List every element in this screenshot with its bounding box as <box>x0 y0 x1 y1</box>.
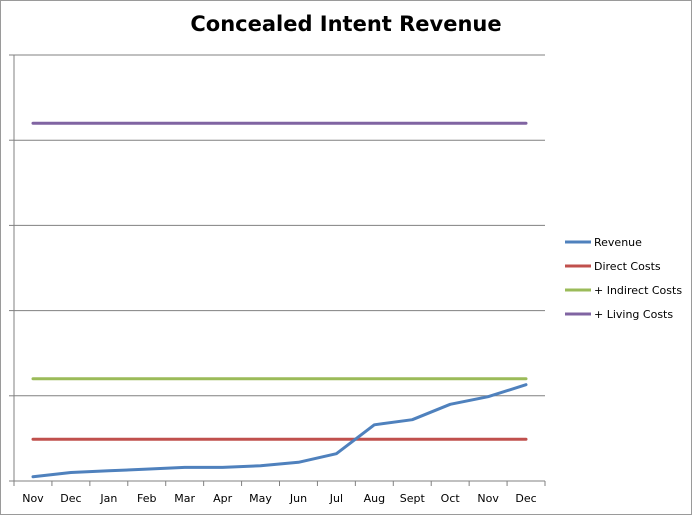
series-lines <box>31 121 528 479</box>
legend-label: + Living Costs <box>594 308 673 321</box>
legend-label: Direct Costs <box>594 260 661 273</box>
chart-title: Concealed Intent Revenue <box>190 12 502 36</box>
x-tick-label: Apr <box>213 492 233 505</box>
x-tick-label: Oct <box>441 492 461 505</box>
x-tick-label: Mar <box>174 492 195 505</box>
x-tick-label: Jan <box>99 492 117 505</box>
legend: Revenue Direct Costs + Indirect Costs + Liv… <box>565 236 682 321</box>
series-line-revenue <box>31 383 528 479</box>
gridlines <box>14 54 545 397</box>
x-tick-label: Jul <box>329 492 343 505</box>
x-tick-label: Sept <box>400 492 426 505</box>
x-tick-label: Nov <box>22 492 44 505</box>
axes <box>9 54 546 486</box>
x-tick-label: Nov <box>477 492 499 505</box>
x-tick-label: May <box>249 492 272 505</box>
x-tick-label: Dec <box>515 492 536 505</box>
x-tick-label: Jun <box>289 492 307 505</box>
x-tick-label: Dec <box>60 492 81 505</box>
x-tick-labels: Nov Dec Jan Feb Mar Apr May Jun Jul Aug Sept Oct Nov… <box>22 492 536 505</box>
x-tick-label: Aug <box>364 492 385 505</box>
legend-label: Revenue <box>594 236 642 249</box>
x-tick-label: Feb <box>137 492 156 505</box>
legend-label: + Indirect Costs <box>594 284 682 297</box>
